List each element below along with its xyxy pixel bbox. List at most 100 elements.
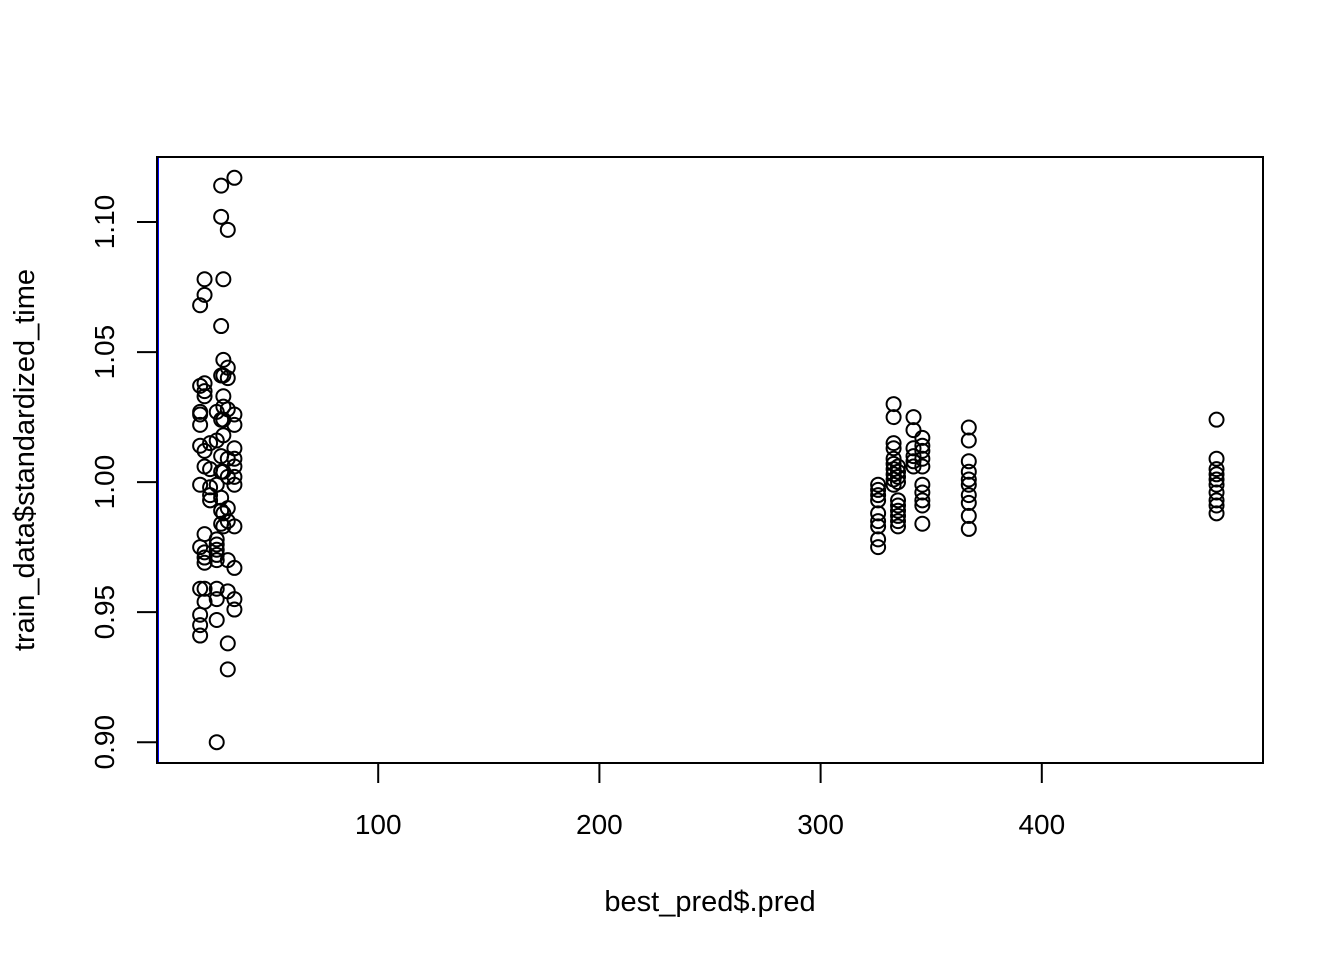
data-point	[213, 208, 230, 225]
data-point	[890, 502, 907, 519]
data-point	[226, 601, 243, 618]
data-point	[870, 513, 887, 530]
data-point	[885, 440, 902, 457]
data-point	[890, 463, 907, 480]
data-point	[960, 471, 977, 488]
data-point	[870, 539, 887, 556]
data-point	[870, 476, 887, 493]
data-point	[914, 476, 931, 493]
data-point	[219, 359, 236, 376]
data-point	[215, 351, 232, 368]
data-point	[914, 450, 931, 467]
data-point	[208, 531, 225, 548]
data-point	[914, 442, 931, 459]
data-point	[215, 518, 232, 535]
data-point	[905, 453, 922, 470]
data-point	[219, 370, 236, 387]
data-point	[196, 593, 213, 610]
x-axis: 100 200 300 400	[355, 763, 1065, 840]
data-point	[226, 559, 243, 576]
data-point	[208, 611, 225, 628]
data-point	[960, 507, 977, 524]
x-tick-label: 200	[576, 809, 623, 840]
data-point	[192, 297, 209, 314]
data-point	[1208, 505, 1225, 522]
data-point	[208, 734, 225, 751]
data-point	[226, 406, 243, 423]
data-point	[226, 416, 243, 433]
data-point	[202, 492, 219, 509]
data-point	[226, 476, 243, 493]
data-point	[219, 221, 236, 238]
data-point	[215, 271, 232, 288]
y-tick-label: 1.05	[89, 325, 120, 380]
y-tick-label: 0.95	[89, 585, 120, 640]
data-point	[213, 318, 230, 335]
data-point	[905, 458, 922, 475]
data-point	[885, 435, 902, 452]
data-point	[192, 476, 209, 493]
data-point	[196, 549, 213, 566]
data-point	[196, 383, 213, 400]
data-point	[192, 617, 209, 634]
data-point	[890, 492, 907, 509]
data-point	[196, 286, 213, 303]
data-point	[192, 406, 209, 423]
data-point	[196, 388, 213, 405]
plot-frame	[156, 156, 1264, 764]
data-point	[219, 635, 236, 652]
data-point	[905, 422, 922, 439]
data-point	[890, 518, 907, 535]
data-point	[192, 627, 209, 644]
data-point	[905, 409, 922, 426]
data-point	[226, 591, 243, 608]
data-point	[905, 448, 922, 465]
data-point	[1208, 476, 1225, 493]
x-tick-label: 300	[797, 809, 844, 840]
data-point	[960, 520, 977, 537]
data-point	[226, 440, 243, 457]
data-point	[192, 437, 209, 454]
x-tick-label: 100	[355, 809, 402, 840]
data-point	[914, 458, 931, 475]
data-point	[885, 409, 902, 426]
y-axis: 0.90 0.95 1.00 1.05 1.10	[89, 195, 157, 770]
y-tick-label: 0.90	[89, 715, 120, 770]
data-point	[196, 554, 213, 571]
x-axis-title: best_pred$.pred	[604, 886, 815, 918]
data-point	[960, 487, 977, 504]
data-point	[219, 661, 236, 678]
data-point	[890, 468, 907, 485]
data-point	[1208, 411, 1225, 428]
data-point	[890, 458, 907, 475]
y-tick-label: 1.10	[89, 195, 120, 250]
data-point	[960, 476, 977, 493]
data-point	[914, 515, 931, 532]
data-point	[208, 580, 225, 597]
data-point	[890, 474, 907, 491]
data-point	[870, 481, 887, 498]
data-point	[914, 497, 931, 514]
data-point	[208, 536, 225, 553]
data-point	[1208, 466, 1225, 483]
y-tick-label: 1.00	[89, 455, 120, 510]
data-point	[890, 497, 907, 514]
data-point	[1208, 461, 1225, 478]
data-point	[890, 513, 907, 530]
data-points	[192, 169, 1225, 751]
data-point	[213, 177, 230, 194]
data-point	[192, 416, 209, 433]
data-point	[196, 271, 213, 288]
data-point	[226, 518, 243, 535]
data-point	[870, 487, 887, 504]
data-point	[914, 492, 931, 509]
data-point	[196, 544, 213, 561]
data-point	[960, 432, 977, 449]
data-point	[1208, 450, 1225, 467]
y-axis-title: train_data$standardized_time	[9, 269, 41, 651]
data-point	[885, 396, 902, 413]
data-point	[870, 531, 887, 548]
data-point	[226, 468, 243, 485]
data-point	[215, 427, 232, 444]
